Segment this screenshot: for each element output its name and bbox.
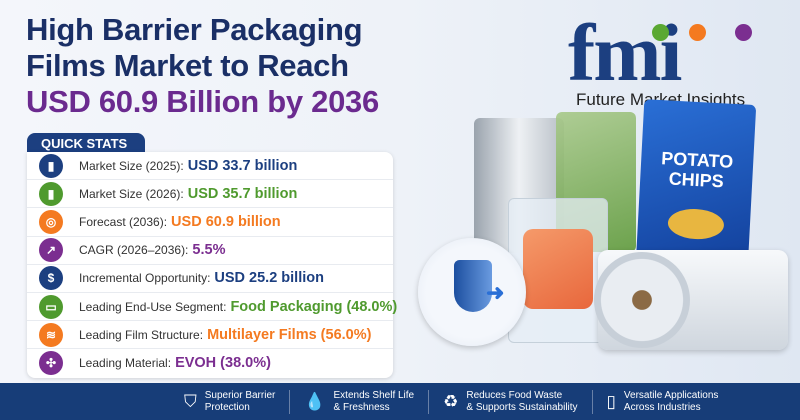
feature-item: 💧 Extends Shelf Life & Freshness bbox=[290, 389, 430, 414]
food-tray-icon: ▭ bbox=[39, 294, 63, 319]
stat-label: Incremental Opportunity: bbox=[79, 271, 211, 286]
quick-stats-card: ▮ Market Size (2025): USD 33.7 billion ▮ … bbox=[27, 152, 397, 378]
film-roll bbox=[594, 250, 788, 350]
stat-label: Market Size (2025): bbox=[79, 158, 184, 173]
stat-row: ↗ CAGR (2026–2036): 5.5% bbox=[27, 237, 393, 265]
stat-label: Leading End-Use Segment: bbox=[79, 299, 227, 314]
salmon-pack bbox=[508, 198, 608, 343]
stat-value: USD 35.7 billion bbox=[187, 185, 298, 202]
stat-label: Leading Material: bbox=[79, 356, 172, 371]
salmon-image bbox=[523, 229, 593, 309]
feature-text: Superior Barrier Protection bbox=[205, 390, 276, 414]
feature-line-1: Reduces Food Waste bbox=[466, 389, 563, 401]
molecule-icon: ✣ bbox=[39, 351, 63, 376]
feature-line-2: & Freshness bbox=[333, 401, 390, 413]
layers-icon: ≋ bbox=[39, 322, 63, 347]
recycle-leaf-icon: ♻ bbox=[443, 391, 459, 411]
shield-icon: ⛉ bbox=[184, 391, 197, 411]
stat-row: ≋ Leading Film Structure: Multilayer Fil… bbox=[27, 321, 393, 350]
stat-row: ✣ Leading Material: EVOH (38.0%) bbox=[27, 349, 393, 377]
stat-label: Market Size (2026): bbox=[79, 186, 184, 201]
barrier-shield-badge: ➜ bbox=[418, 238, 526, 346]
chips-image bbox=[667, 207, 725, 241]
bar-chart-icon: ▮ bbox=[39, 153, 63, 178]
feature-text: Versatile Applications Across Industries bbox=[624, 390, 719, 414]
feature-item: ▯ Versatile Applications Across Industries bbox=[593, 390, 733, 414]
feature-line-2: Protection bbox=[204, 401, 250, 413]
feature-line-1: Extends Shelf Life bbox=[333, 389, 415, 401]
film-roll-core bbox=[594, 252, 690, 348]
chips-bag: POTATO CHIPS bbox=[635, 99, 757, 270]
stat-value: 5.5% bbox=[192, 242, 226, 259]
feature-text: Reduces Food Waste & Supports Sustainabil… bbox=[466, 390, 577, 414]
stat-label: CAGR (2026–2036): bbox=[79, 243, 189, 258]
feature-line-2: & Supports Sustainability bbox=[466, 401, 578, 413]
title-line-1: High Barrier Packaging bbox=[26, 12, 363, 47]
stat-value: USD 25.2 billion bbox=[214, 270, 324, 287]
logo-dot-orange bbox=[689, 24, 706, 41]
stat-label: Forecast (2036): bbox=[79, 214, 168, 229]
quick-stats-heading: QUICK STATS bbox=[27, 133, 145, 153]
target-icon: ◎ bbox=[39, 209, 63, 234]
page-title: High Barrier Packaging Films Market to R… bbox=[26, 12, 379, 120]
fmi-logo: fmi Future Market Insights bbox=[568, 10, 768, 110]
shield-icon bbox=[454, 260, 492, 312]
arrow-right-icon: ➜ bbox=[486, 280, 505, 305]
stat-value: Multilayer Films (56.0%) bbox=[207, 326, 372, 343]
logo-dot-purple bbox=[735, 24, 752, 41]
package-icon: ▯ bbox=[606, 391, 616, 411]
feature-text: Extends Shelf Life & Freshness bbox=[334, 390, 415, 414]
stat-row: ◎ Forecast (2036): USD 60.9 billion bbox=[27, 208, 393, 237]
title-line-2: Films Market to Reach bbox=[26, 48, 349, 83]
bar-chart-icon: ▮ bbox=[39, 181, 63, 206]
dollar-icon: $ bbox=[39, 266, 63, 291]
stat-label: Leading Film Structure: bbox=[79, 327, 204, 342]
features-bar: ⛉ Superior Barrier Protection 💧 Extends Shel… bbox=[0, 383, 800, 420]
stat-row: ▮ Market Size (2026): USD 35.7 billion bbox=[27, 180, 393, 209]
droplet-icon: 💧 bbox=[304, 391, 326, 411]
stat-value: USD 60.9 billion bbox=[171, 213, 281, 230]
stat-value: Food Packaging (48.0%) bbox=[230, 298, 398, 315]
logo-dot-green bbox=[652, 24, 669, 41]
chips-bag-text: POTATO CHIPS bbox=[660, 148, 734, 192]
stat-row: ▭ Leading End-Use Segment: Food Packagin… bbox=[27, 293, 397, 322]
feature-line-1: Superior Barrier bbox=[204, 389, 276, 401]
stat-row: $ Incremental Opportunity: USD 25.2 bill… bbox=[27, 265, 393, 293]
stat-value: USD 33.7 billion bbox=[187, 157, 298, 174]
feature-line-1: Versatile Applications bbox=[623, 389, 719, 401]
stat-value: EVOH (38.0%) bbox=[175, 355, 271, 372]
feature-line-2: Across Industries bbox=[623, 401, 701, 413]
feature-item: ⛉ Superior Barrier Protection bbox=[170, 389, 291, 414]
title-line-3: USD 60.9 Billion by 2036 bbox=[26, 84, 379, 119]
stat-row: ▮ Market Size (2025): USD 33.7 billion bbox=[27, 152, 393, 181]
trend-up-icon: ↗ bbox=[39, 238, 63, 263]
feature-item: ♻ Reduces Food Waste & Supports Sustainabi… bbox=[429, 389, 593, 414]
